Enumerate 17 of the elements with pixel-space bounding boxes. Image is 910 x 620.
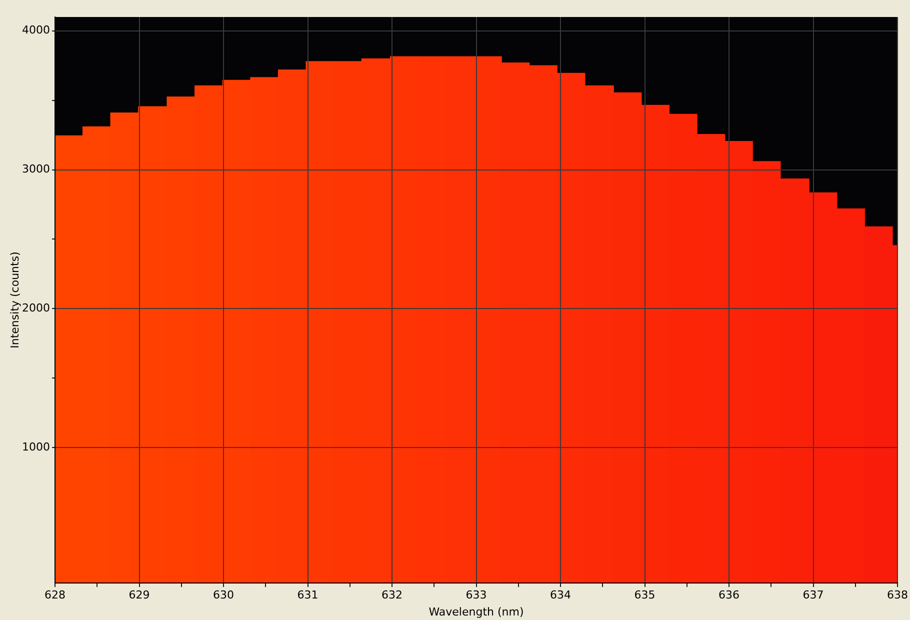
y-axis-title: Intensity (counts) (8, 252, 22, 348)
y-tick-label: 2000 (22, 302, 50, 315)
y-tick-label: 3000 (22, 162, 50, 176)
x-tick-label: 631 (297, 588, 318, 602)
x-tick-label: 630 (213, 588, 234, 602)
x-tick-label: 629 (128, 588, 150, 602)
x-tick-label: 635 (634, 588, 656, 602)
x-tick-label: 637 (802, 588, 824, 602)
y-tick-label: 1000 (22, 440, 50, 454)
x-tick-label: 633 (466, 588, 487, 602)
x-axis-title: Wavelength (nm) (428, 605, 524, 618)
x-tick-label: 628 (44, 588, 66, 602)
x-tick-label: 636 (718, 588, 740, 602)
x-tick-label: 634 (550, 588, 571, 602)
y-tick-label: 4000 (22, 24, 50, 37)
x-tick-label: 632 (382, 588, 402, 602)
x-tick-label: 638 (887, 588, 908, 602)
